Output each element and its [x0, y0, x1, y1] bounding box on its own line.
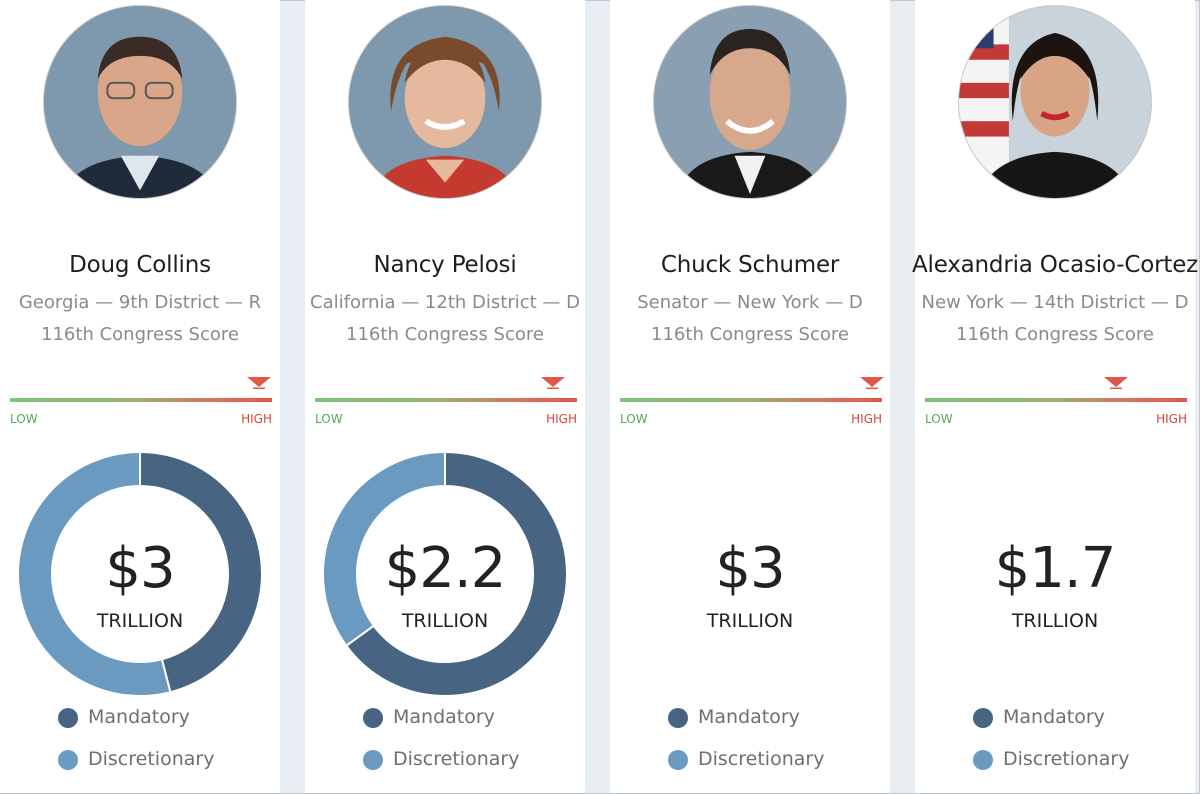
score-gradient-bar — [315, 398, 577, 402]
legend-mandatory-label: Mandatory — [1003, 706, 1105, 728]
spending-amount: $1.7 — [994, 536, 1117, 601]
scale-high-label: HIGH — [546, 412, 577, 426]
portrait-image — [44, 6, 236, 198]
score-scale: LOW HIGH — [925, 372, 1187, 426]
spending-donut-chart — [18, 452, 262, 696]
donut-slice-mandatory — [139, 452, 262, 694]
score-marker-icon — [246, 377, 271, 389]
scale-high-label: HIGH — [241, 412, 272, 426]
member-name: Doug Collins — [69, 252, 211, 278]
score-gradient-bar — [10, 398, 272, 402]
score-label: 116th Congress Score — [41, 324, 239, 345]
score-label: 116th Congress Score — [346, 324, 544, 345]
score-label: 116th Congress Score — [956, 324, 1154, 345]
member-photo — [348, 5, 542, 199]
member-district: Georgia — 9th District — R — [18, 292, 262, 313]
legend-discretionary-label: Discretionary — [698, 748, 825, 770]
score-marker-icon — [541, 377, 566, 389]
portrait-image — [654, 6, 846, 198]
spending-unit: TRILLION — [96, 610, 184, 632]
spending-unit: TRILLION — [706, 610, 794, 632]
legend-mandatory-swatch — [58, 708, 78, 728]
spending-unit: TRILLION — [1011, 610, 1099, 632]
member-district: California — 12th District — D — [310, 292, 580, 313]
legend-mandatory-swatch — [668, 708, 688, 728]
legend-discretionary-label: Discretionary — [88, 748, 215, 770]
donut-slice-mandatory — [344, 452, 567, 696]
legend-discretionary-swatch — [973, 750, 993, 770]
member-district: New York — 14th District — D — [921, 292, 1189, 313]
score-scale: LOW HIGH — [10, 372, 272, 426]
legend-discretionary-label: Discretionary — [393, 748, 520, 770]
legend-discretionary-swatch — [58, 750, 78, 770]
legend-mandatory-swatch — [363, 708, 383, 728]
spending-unit: TRILLION — [401, 610, 489, 632]
member-name: Nancy Pelosi — [373, 252, 517, 278]
score-marker-icon — [1104, 377, 1129, 389]
member-card[interactable]: Chuck Schumer Senator — New York — D 116… — [610, 0, 890, 793]
legend-mandatory-swatch — [973, 708, 993, 728]
member-photo — [43, 5, 237, 199]
member-card[interactable]: Alexandria Ocasio-Cortez New York — 14th… — [912, 0, 1198, 793]
member-district: Senator — New York — D — [637, 292, 863, 313]
scale-low-label: LOW — [10, 412, 38, 426]
donut-slice-discretionary — [323, 452, 446, 648]
legend-discretionary-label: Discretionary — [1003, 748, 1130, 770]
scale-high-label: HIGH — [1156, 412, 1187, 426]
spending-amount: $3 — [715, 536, 785, 601]
legend-discretionary-swatch — [668, 750, 688, 770]
spending-amount: $3 — [105, 536, 175, 601]
spending-amount: $2.2 — [384, 536, 507, 601]
scale-low-label: LOW — [925, 412, 953, 426]
legend-mandatory-label: Mandatory — [698, 706, 800, 728]
score-marker-icon — [859, 377, 884, 389]
legend-mandatory-label: Mandatory — [88, 706, 190, 728]
score-gradient-bar — [620, 398, 882, 402]
member-card[interactable]: Doug Collins Georgia — 9th District — R … — [0, 0, 280, 793]
score-scale: LOW HIGH — [315, 372, 577, 426]
scale-high-label: HIGH — [851, 412, 882, 426]
portrait-image — [349, 6, 541, 198]
donut-slice-discretionary — [18, 452, 172, 696]
score-label: 116th Congress Score — [651, 324, 849, 345]
scale-low-label: LOW — [315, 412, 343, 426]
portrait-image — [959, 6, 1151, 198]
score-gradient-bar — [925, 398, 1187, 402]
scale-low-label: LOW — [620, 412, 648, 426]
member-card[interactable]: Nancy Pelosi California — 12th District … — [305, 0, 585, 793]
legend-mandatory-label: Mandatory — [393, 706, 495, 728]
member-photo — [653, 5, 847, 199]
member-photo — [958, 5, 1152, 199]
member-name: Chuck Schumer — [660, 252, 840, 278]
score-scale: LOW HIGH — [620, 372, 884, 426]
legend-discretionary-swatch — [363, 750, 383, 770]
spending-donut-chart — [323, 452, 567, 696]
member-name: Alexandria Ocasio-Cortez — [911, 252, 1199, 278]
